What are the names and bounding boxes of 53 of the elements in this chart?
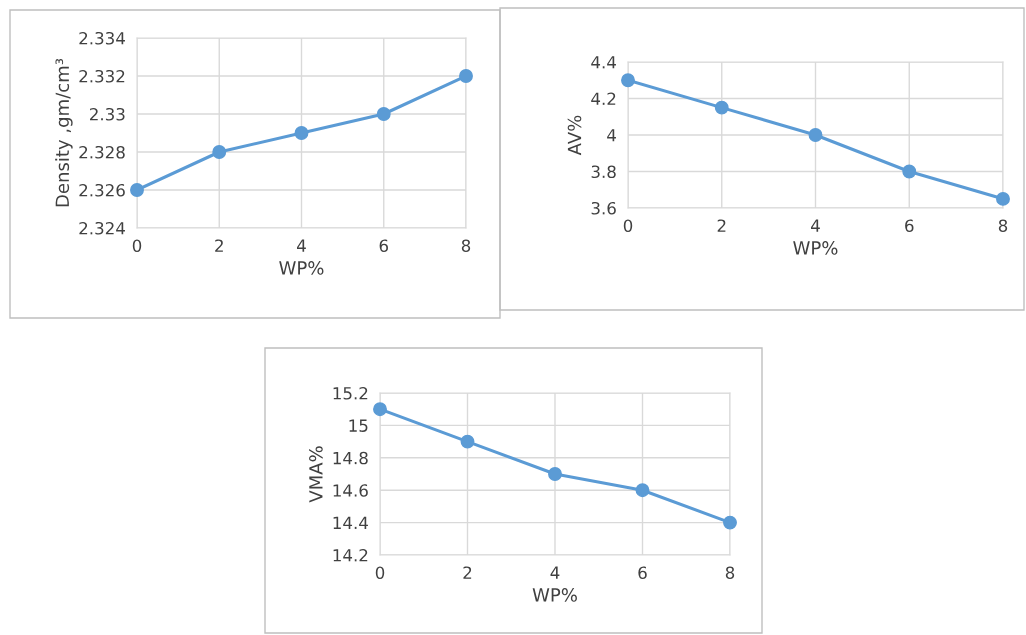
point: [459, 69, 473, 83]
point: [212, 145, 227, 159]
y-tick-label: 2.326: [79, 183, 125, 197]
point: [635, 483, 650, 498]
x-tick-label: 8: [461, 239, 471, 253]
y-tick-label: 3.6: [591, 201, 616, 215]
x-tick-label: 8: [725, 566, 735, 580]
y-axis-title: AV%: [567, 115, 582, 156]
x-axis-title: WP%: [279, 261, 324, 275]
y-axis-title: VMA%: [309, 446, 323, 503]
y-tick-label: 2.332: [79, 69, 125, 83]
point: [548, 467, 562, 481]
x-tick-label: 0: [623, 219, 633, 233]
x-axis-title: WP%: [793, 241, 838, 255]
x-tick-label: 2: [463, 566, 472, 579]
point: [376, 107, 391, 121]
y-tick-label: 4.2: [591, 92, 616, 105]
x-tick-label: 6: [905, 219, 914, 233]
point: [294, 126, 309, 140]
x-tick-label: 4: [811, 219, 820, 232]
point: [460, 434, 475, 449]
y-tick-label: 15: [349, 419, 368, 432]
point: [714, 100, 729, 115]
x-tick-label: 0: [375, 566, 385, 580]
x-tick-label: 0: [132, 239, 142, 253]
y-tick-label: 2.334: [79, 31, 125, 45]
point: [621, 73, 635, 88]
y-tick-label: 2.324: [79, 221, 125, 235]
y-tick-label: 4: [607, 129, 616, 142]
x-tick-label: 6: [379, 239, 388, 253]
point: [373, 402, 387, 417]
y-tick-label: 15.2: [333, 386, 368, 400]
point: [130, 183, 144, 197]
point: [902, 164, 917, 179]
x-tick-label: 4: [297, 239, 306, 252]
y-tick-label: 14.4: [333, 516, 368, 529]
y-tick-label: 2.328: [79, 145, 125, 159]
point: [723, 515, 737, 530]
point: [996, 191, 1010, 206]
y-tick-label: 14.6: [333, 484, 368, 497]
point: [808, 128, 823, 142]
y-tick-label: 14.2: [333, 548, 368, 562]
x-tick-label: 8: [998, 219, 1008, 233]
x-tick-label: 2: [215, 239, 223, 252]
x-axis-title: WP%: [532, 588, 577, 602]
x-tick-label: 2: [717, 219, 726, 232]
y-tick-label: 3.8: [591, 165, 616, 179]
x-tick-label: 6: [638, 566, 647, 580]
y-axis-title: Density ,gm/cm³: [55, 58, 73, 207]
y-tick-label: 4.4: [591, 56, 616, 69]
y-tick-label: 14.8: [333, 451, 368, 465]
y-tick-label: 2.33: [90, 107, 125, 121]
x-tick-label: 4: [550, 566, 560, 579]
